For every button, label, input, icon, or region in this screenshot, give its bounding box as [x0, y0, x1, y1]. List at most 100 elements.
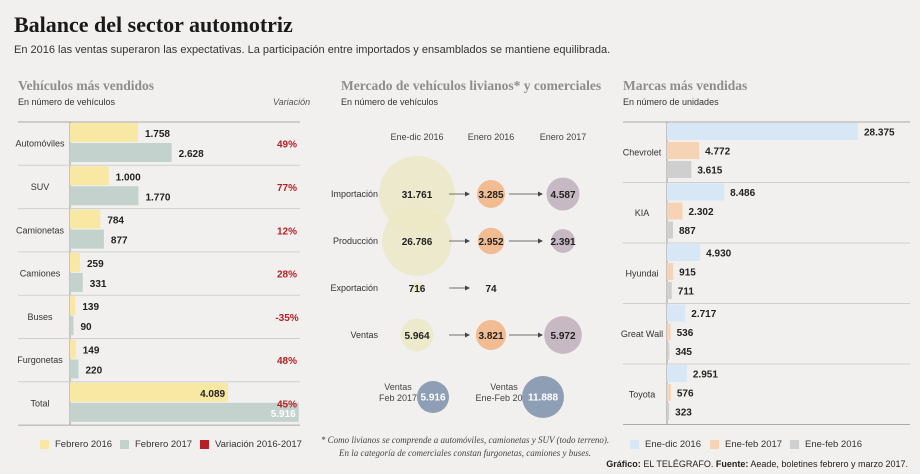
brands-chart: Chevrolet 28.375 4.772 3.615 KIA 8.486 2.302 88… [621, 121, 910, 425]
legend-enefeb2017: Ene-feb 2017 [710, 439, 782, 450]
brand-label-chevrolet: Chevrolet [623, 147, 662, 157]
arrow-head-importacion-0 [465, 191, 470, 197]
value-ene-dic-2016-kia: 8.486 [730, 188, 755, 199]
footnote-line-1: * Como livianos se comprende a automóvil… [320, 435, 610, 445]
extra-label-enefeb2017-line1: Ventas [490, 382, 518, 392]
bubble-ventas-enero-2016 [475, 319, 507, 351]
bar-ene-dic-2016-kia [667, 183, 725, 201]
legend-swatch-variation [200, 440, 209, 449]
legend-label-feb2017: Febrero 2017 [135, 439, 193, 450]
category-label-camiones: Camiones [20, 269, 61, 279]
value-ventas-enefeb2017: 11.888 [528, 393, 558, 404]
bubble-produccion-enero-2016 [477, 227, 505, 255]
arrow-head-exportacion-0 [465, 285, 470, 291]
bubble-produccion-ene-dic-2016 [382, 206, 452, 276]
value-ene-feb-2016-kia: 887 [679, 226, 696, 237]
value-produccion-ene-dic-2016: 26.786 [402, 237, 433, 248]
bar-feb2016-suv [70, 166, 109, 186]
value-ene-feb-2017-hyundai: 915 [679, 268, 696, 279]
extra-label-feb2017-line2: Feb 2017 [379, 393, 417, 403]
extra-label-feb2017-line1: Ventas [384, 382, 412, 392]
legend-swatch-enedic2016 [630, 440, 639, 449]
value-ene-dic-2016-great-wall: 2.717 [691, 309, 716, 320]
value-feb2016-buses: 139 [82, 302, 99, 313]
arrow-head-produccion-1 [538, 238, 543, 244]
bubble-ventas-enefeb2017 [522, 376, 564, 418]
brand-label-hyundai: Hyundai [625, 268, 658, 278]
bubble-produccion-enero-2017 [551, 229, 575, 253]
value-feb2017-furgonetas: 220 [86, 366, 103, 377]
legend-label-feb2016: Febrero 2016 [55, 439, 113, 450]
legend-enedic2016: Ene-dic 2016 [630, 439, 701, 450]
bar-feb2016-furgonetas [70, 339, 76, 359]
bar-feb2017-suv [70, 186, 139, 206]
value-feb2017-buses: 90 [80, 322, 92, 333]
legend-swatch-enefeb2016 [790, 440, 799, 449]
bar-feb2016-camionetas [70, 209, 101, 229]
legend-enefeb2016: Ene-feb 2016 [790, 439, 862, 450]
arrow-head-produccion-0 [465, 238, 470, 244]
vehicles-chart: Automóviles 1.758 2.628 49% SUV 1.000 1.770 77%… [15, 121, 300, 426]
variation-total: 45% [277, 399, 297, 410]
bar-ene-dic-2016-great-wall [667, 304, 686, 322]
value-importacion-enero-2017: 4.587 [550, 190, 575, 201]
bar-ene-dic-2016-hyundai [667, 244, 701, 261]
legend-variation: Variación 2016-2017 [200, 439, 302, 450]
variation-furgonetas: 48% [277, 356, 297, 367]
value-ene-dic-2016-hyundai: 4.930 [706, 249, 731, 260]
bar-ene-dic-2016-chevrolet [667, 123, 858, 140]
bar-feb2017-automoviles [70, 143, 172, 162]
legend-swatch-feb2017 [120, 440, 129, 449]
value-exportacion-enero-2016: 74 [485, 284, 497, 295]
value-importacion-enero-2016: 3.285 [478, 190, 503, 201]
value-feb2017-automoviles: 2.628 [179, 149, 204, 160]
value-ene-dic-2016-chevrolet: 28.375 [864, 128, 895, 139]
bar-ene-feb-2016-kia [667, 221, 673, 239]
value-feb2017-camiones: 331 [90, 279, 107, 290]
arrow-head-ventas-0 [465, 332, 470, 338]
value-feb2017-total: 5.916 [271, 409, 296, 420]
bar-ene-feb-2017-kia [667, 202, 683, 220]
value-exportacion-ene-dic-2016: 716 [409, 284, 426, 295]
right-section-subtitle: En número de unidades [623, 97, 719, 107]
market-bubble-chart: Ene-dic 2016 Enero 2016 Enero 2017 Importac… [330, 132, 587, 418]
variation-camiones: 28% [277, 270, 297, 281]
value-ene-feb-2016-toyota: 323 [675, 408, 692, 419]
credit-source-name: EL TELÉGRAFO. [643, 459, 714, 469]
arrow-head-importacion-1 [538, 191, 543, 197]
value-ene-feb-2016-hyundai: 711 [678, 287, 695, 298]
value-feb2016-total: 4.089 [200, 389, 225, 400]
middle-section-title: Mercado de vehículos livianos* y comerci… [341, 78, 602, 93]
brand-label-great-wall: Great Wall [621, 329, 663, 339]
bar-ene-feb-2016-chevrolet [667, 161, 692, 178]
bar-feb2016-buses [70, 296, 76, 316]
bar-feb2016-camiones [70, 252, 81, 272]
right-section-title: Marcas más vendidas [623, 78, 748, 93]
left-section-title: Vehículos más vendidos [18, 78, 155, 93]
row-label-exportacion: Exportación [330, 283, 378, 293]
value-ventas-ene-dic-2016: 5.964 [404, 331, 429, 342]
variation-camionetas: 12% [277, 226, 297, 237]
variation-automoviles: 49% [277, 140, 297, 151]
legend-feb2016: Febrero 2016 [40, 439, 112, 450]
arrow-head-ventas-1 [538, 332, 543, 338]
left-section-subtitle: En número de vehículos [18, 97, 116, 107]
page-subtitle: En 2016 las ventas superaron las expecta… [14, 44, 611, 56]
value-produccion-enero-2017: 2.391 [550, 237, 575, 248]
bar-ene-feb-2016-toyota [667, 403, 670, 420]
variation-header: Variación [273, 97, 311, 107]
legend-label-enedic2016: Ene-dic 2016 [645, 439, 701, 450]
bar-feb2017-furgonetas [70, 359, 79, 379]
category-label-suv: SUV [31, 182, 50, 192]
credit-line: Gráfico: EL TELÉGRAFO. Fuente: Aeade, bo… [606, 459, 908, 469]
value-ene-dic-2016-toyota: 2.951 [693, 370, 718, 381]
column-header-enero-2017: Enero 2017 [540, 132, 587, 142]
legend-swatch-feb2016 [40, 440, 49, 449]
category-label-automoviles: Automóviles [15, 139, 65, 149]
value-feb2017-camionetas: 877 [111, 236, 128, 247]
value-ene-feb-2017-great-wall: 536 [677, 328, 694, 339]
category-label-camionetas: Camionetas [16, 225, 65, 235]
value-ventas-feb2017: 5.916 [420, 393, 445, 404]
credit-source: Aeade, boletines febrero y marzo 2017. [750, 459, 908, 469]
value-feb2016-suv: 1.000 [116, 172, 141, 183]
